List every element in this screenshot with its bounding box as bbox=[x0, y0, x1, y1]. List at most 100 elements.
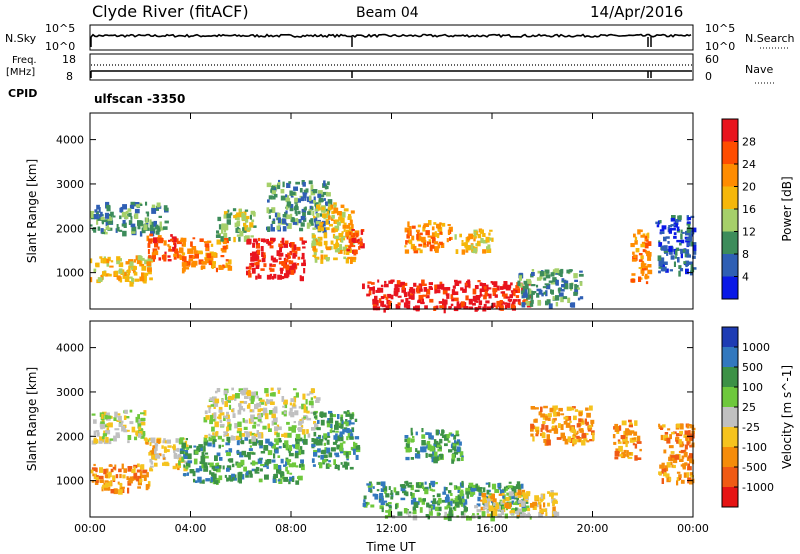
y-tick-label: 1000 bbox=[56, 267, 84, 280]
nsky-label: N.Sky bbox=[5, 32, 37, 45]
colorbar-tick-label: -25 bbox=[742, 421, 760, 434]
power-region bbox=[404, 220, 453, 254]
colorbar-segment bbox=[722, 327, 738, 348]
y-tick-label: 3000 bbox=[56, 178, 84, 191]
power-panel: 1000 2000 3000 4000 Slant Range [km] bbox=[25, 112, 697, 314]
cpid-label: CPID bbox=[8, 87, 37, 100]
velocity-region bbox=[404, 427, 464, 464]
colorbar-title: Velocity [m s^-1] bbox=[780, 365, 794, 469]
colorbar-tick-label: 12 bbox=[742, 226, 756, 239]
velocity-region bbox=[658, 423, 696, 486]
nsky-dropouts bbox=[90, 37, 652, 47]
y-tick-label: 2000 bbox=[56, 222, 84, 235]
velocity-region bbox=[530, 405, 595, 447]
colorbar-tick-label: 25 bbox=[742, 401, 756, 414]
colorbar-tick-label: -100 bbox=[742, 441, 767, 454]
colorbar-segment bbox=[722, 427, 738, 448]
power-scatter-regions bbox=[90, 179, 697, 314]
nsky-tick-top: 10^5 bbox=[45, 22, 75, 35]
colorbar-segment bbox=[722, 141, 738, 165]
colorbar-segment bbox=[722, 367, 738, 388]
freq-dropouts bbox=[90, 71, 652, 78]
freq-tick-top: 18 bbox=[62, 53, 76, 66]
nsearch-tick-top: 10^5 bbox=[705, 22, 735, 35]
colorbar-segment bbox=[722, 186, 738, 210]
power-colorbar: 28 24 20 16 12 8 4 Power [dB] bbox=[721, 118, 794, 300]
velocity-region bbox=[480, 489, 560, 518]
cpid-value: ulfscan -3350 bbox=[94, 92, 185, 106]
x-tick-label: 16:00 bbox=[476, 522, 508, 535]
x-axis-title: Time UT bbox=[365, 540, 416, 554]
colorbar-segment bbox=[722, 164, 738, 187]
velocity-region bbox=[362, 480, 529, 511]
colorbar-segment bbox=[722, 231, 738, 255]
colorbar-segment bbox=[722, 447, 738, 468]
nave-tick-bottom: 0 bbox=[705, 70, 712, 83]
y-tick-label: 2000 bbox=[56, 430, 84, 443]
velocity-region bbox=[90, 463, 154, 495]
colorbar-segment bbox=[722, 387, 738, 408]
freq-panel-frame bbox=[89, 53, 694, 81]
power-region bbox=[215, 208, 257, 243]
y-tick-label: 4000 bbox=[56, 134, 84, 147]
nsky-tick-bottom: 10^0 bbox=[45, 40, 75, 53]
power-region bbox=[178, 237, 233, 274]
x-tick-label: 20:00 bbox=[577, 522, 609, 535]
freq-tick-bottom: 8 bbox=[66, 70, 73, 83]
y-tick-label: 4000 bbox=[56, 342, 84, 355]
nsky-trace bbox=[90, 33, 692, 39]
date-label: 14/Apr/2016 bbox=[590, 3, 683, 21]
x-tick-label: 00:00 bbox=[677, 522, 709, 535]
velocity-scatter-regions bbox=[90, 387, 696, 522]
x-tick-label: 08:00 bbox=[275, 522, 307, 535]
colorbar-segment bbox=[722, 467, 738, 488]
colorbar-tick-label: -1000 bbox=[742, 481, 774, 494]
colorbar-tick-label: -500 bbox=[742, 461, 767, 474]
station-title: Clyde River (fitACF) bbox=[92, 2, 249, 21]
colorbar-segment bbox=[722, 487, 738, 508]
colorbar-tick-label: 1000 bbox=[742, 341, 770, 354]
nsearch-label: N.Search bbox=[745, 32, 795, 45]
nsky-panel-frame bbox=[89, 24, 694, 51]
power-region bbox=[655, 215, 697, 277]
colorbar-segment bbox=[722, 407, 738, 428]
colorbar-tick-label: 24 bbox=[742, 158, 756, 171]
y-tick-label: 1000 bbox=[56, 475, 84, 488]
velocity-axes: 1000 2000 3000 4000 00:00 04:00 08:00 12:00 16:0… bbox=[25, 321, 709, 535]
velocity-colorbar: 1000 500 100 25 -25 -100 -500 -1000 Velocity [m … bbox=[721, 326, 794, 508]
x-tick-label: 00:00 bbox=[74, 522, 106, 535]
freq-unit-label: [MHz] bbox=[6, 67, 35, 78]
y-tick-label: 3000 bbox=[56, 386, 84, 399]
nave-label: Nave bbox=[745, 63, 773, 76]
power-region bbox=[517, 268, 584, 310]
power-region bbox=[90, 255, 154, 287]
power-region bbox=[454, 228, 494, 255]
velocity-region bbox=[91, 409, 150, 445]
freq-label: Freq. bbox=[12, 55, 37, 66]
velocity-region bbox=[612, 419, 642, 461]
colorbar-tick-label: 100 bbox=[742, 381, 763, 394]
velocity-panel: 1000 2000 3000 4000 00:00 04:00 08:00 12:00 16:0… bbox=[25, 320, 709, 535]
colorbar-segment bbox=[722, 276, 738, 300]
power-region bbox=[245, 237, 307, 282]
colorbar-segment bbox=[722, 347, 738, 368]
colorbar-tick-label: 8 bbox=[742, 248, 749, 261]
nsearch-tick-bottom: 10^0 bbox=[705, 40, 735, 53]
colorbar-segment bbox=[722, 119, 738, 142]
colorbar-tick-label: 16 bbox=[742, 203, 756, 216]
velocity-region bbox=[203, 387, 321, 442]
power-plot-area bbox=[90, 113, 693, 309]
x-tick-label: 12:00 bbox=[376, 522, 408, 535]
colorbar-tick-label: 500 bbox=[742, 361, 763, 374]
colorbar-segment bbox=[722, 254, 738, 277]
power-region bbox=[311, 202, 357, 264]
y-axis-title: Slant Range [km] bbox=[25, 159, 39, 263]
power-axes: 1000 2000 3000 4000 Slant Range [km] bbox=[25, 113, 694, 309]
power-region bbox=[362, 279, 532, 314]
power-region bbox=[346, 229, 365, 256]
y-axis-title: Slant Range [km] bbox=[25, 367, 39, 471]
colorbar-title: Power [dB] bbox=[780, 176, 794, 241]
velocity-region bbox=[178, 436, 308, 485]
colorbar-tick-label: 20 bbox=[742, 181, 756, 194]
